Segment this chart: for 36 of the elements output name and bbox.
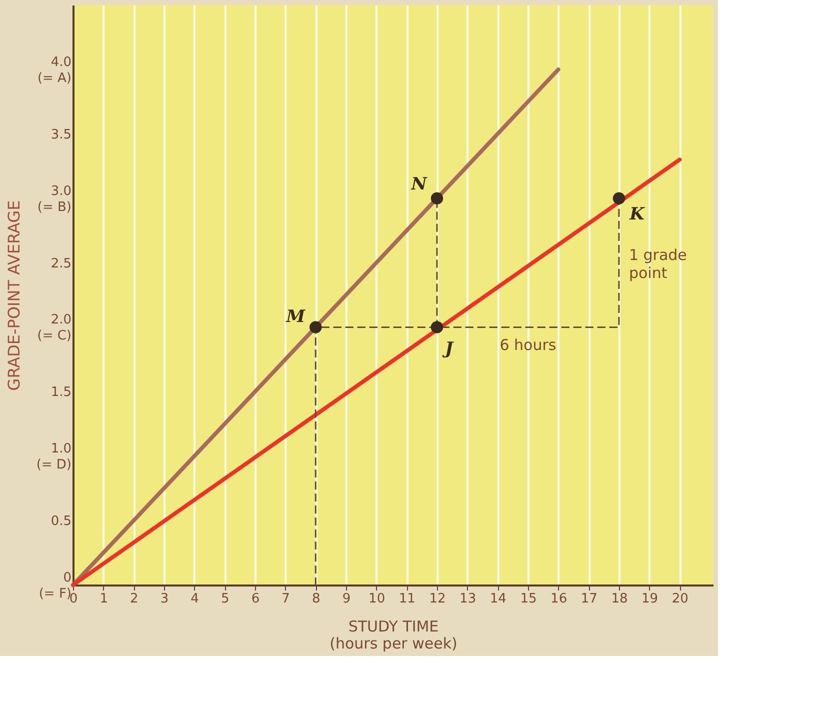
- y-tick-label: 2.5: [50, 256, 72, 272]
- x-tick-label: 9: [342, 592, 351, 606]
- x-tick-label: 16: [550, 592, 568, 606]
- x-tick-label: 13: [460, 592, 476, 606]
- x-tick-label: 8: [312, 592, 320, 606]
- y-tick-label: 1.5: [50, 385, 72, 400]
- x-tick-label: 2: [130, 592, 138, 606]
- y-tick-label: 0 (= F): [38, 570, 72, 602]
- annotation: K: [628, 204, 646, 224]
- x-tick-label: 1: [100, 592, 108, 606]
- annotation: J: [442, 339, 454, 360]
- x-tick-label: 17: [580, 592, 598, 606]
- annotation: N: [410, 174, 428, 194]
- x-tick-label: 11: [398, 592, 416, 606]
- y-tick-label: 2.0 (= C): [37, 312, 72, 344]
- y-axis-title: GRADE-POINT AVERAGE: [4, 200, 24, 391]
- x-tick-label: 19: [642, 592, 658, 606]
- y-tick-label: 1.0 (= D): [36, 442, 72, 473]
- x-tick-label: 6: [251, 592, 260, 606]
- x-tick-label: 20: [672, 592, 688, 606]
- x-tick-label: 0: [69, 592, 78, 606]
- x-tick-label: 10: [368, 592, 386, 606]
- y-tick-label: 4.0 (= A): [37, 54, 72, 86]
- x-tick-label: 18: [611, 592, 628, 606]
- x-tick-label: 12: [429, 592, 446, 606]
- y-tick-label: 3.5: [50, 127, 72, 142]
- annotation: M: [285, 307, 306, 328]
- x-axis-title: STUDY TIME (hours per week): [330, 618, 458, 652]
- x-tick-label: 14: [490, 592, 506, 606]
- x-tick-label: 5: [221, 592, 230, 606]
- y-tick-label: 3.0 (= B): [37, 184, 72, 215]
- x-tick-label: 7: [282, 592, 290, 606]
- y-tick-label: 0.5: [50, 514, 72, 530]
- x-tick-label: 3: [160, 592, 169, 606]
- x-tick-label: 4: [190, 592, 199, 606]
- x-tick-label: 15: [520, 592, 537, 606]
